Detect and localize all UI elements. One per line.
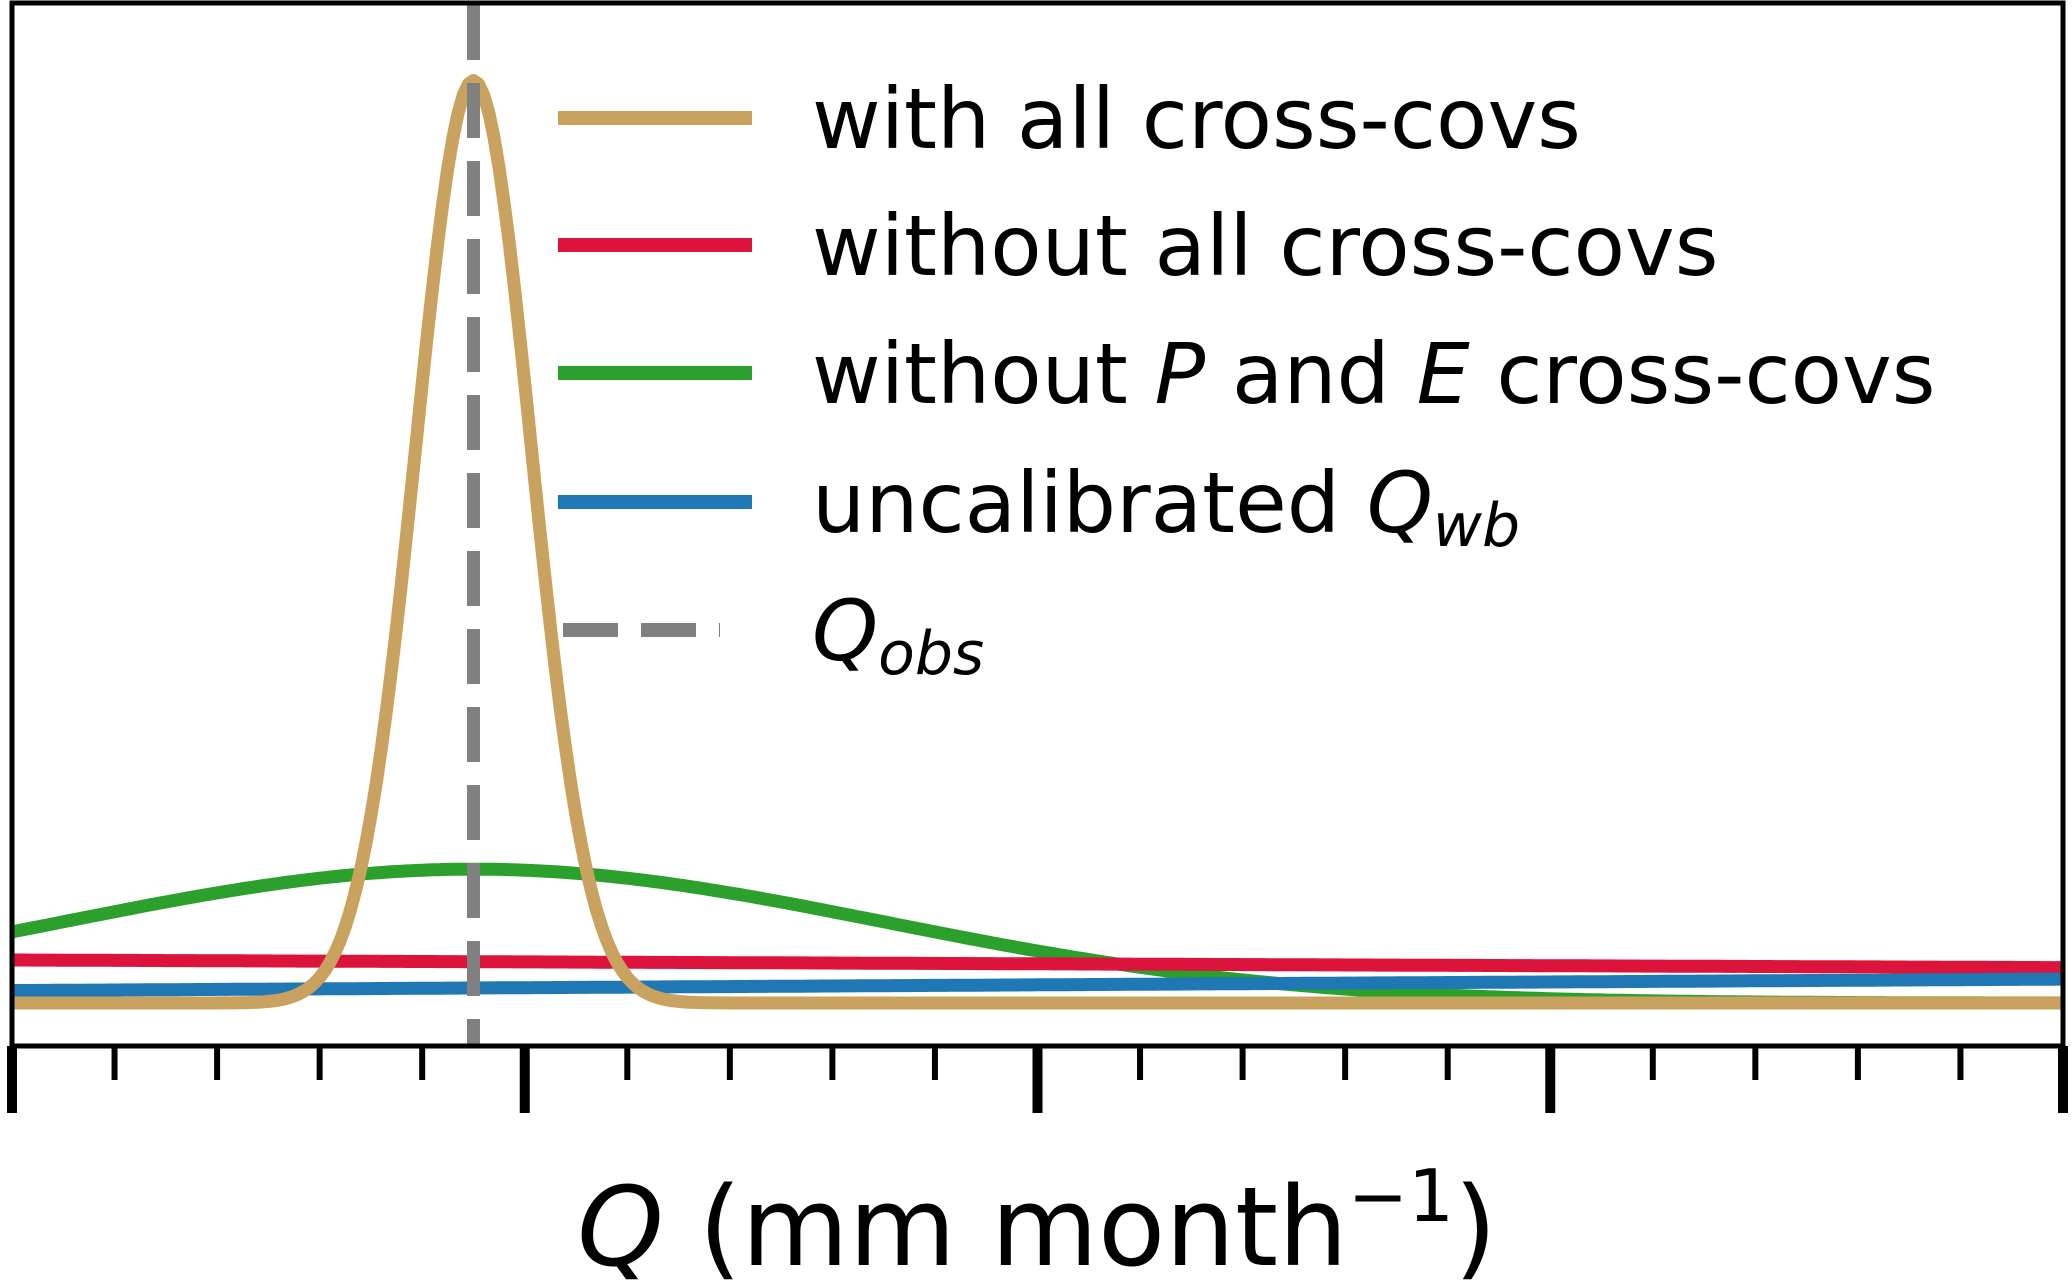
series-line-red (10, 953, 2065, 975)
legend-label-qobs: Qobs (812, 582, 984, 689)
legend-label-gold: with all cross-covs (812, 70, 1581, 168)
legend-label-green: without P and E cross-covs (812, 325, 1936, 423)
series-line-gold (10, 74, 2065, 1010)
series-line-blue (10, 972, 2065, 998)
legend: with all cross-covs without all cross-co… (558, 70, 1936, 689)
series-layer (10, 5, 2065, 1044)
legend-label-blue: uncalibrated Qwb (812, 454, 1520, 561)
x-axis-label: Q (mm month−1) (577, 1154, 1497, 1280)
legend-label-red: without all cross-covs (812, 197, 1719, 295)
x-axis-ticks (7, 1043, 2068, 1113)
